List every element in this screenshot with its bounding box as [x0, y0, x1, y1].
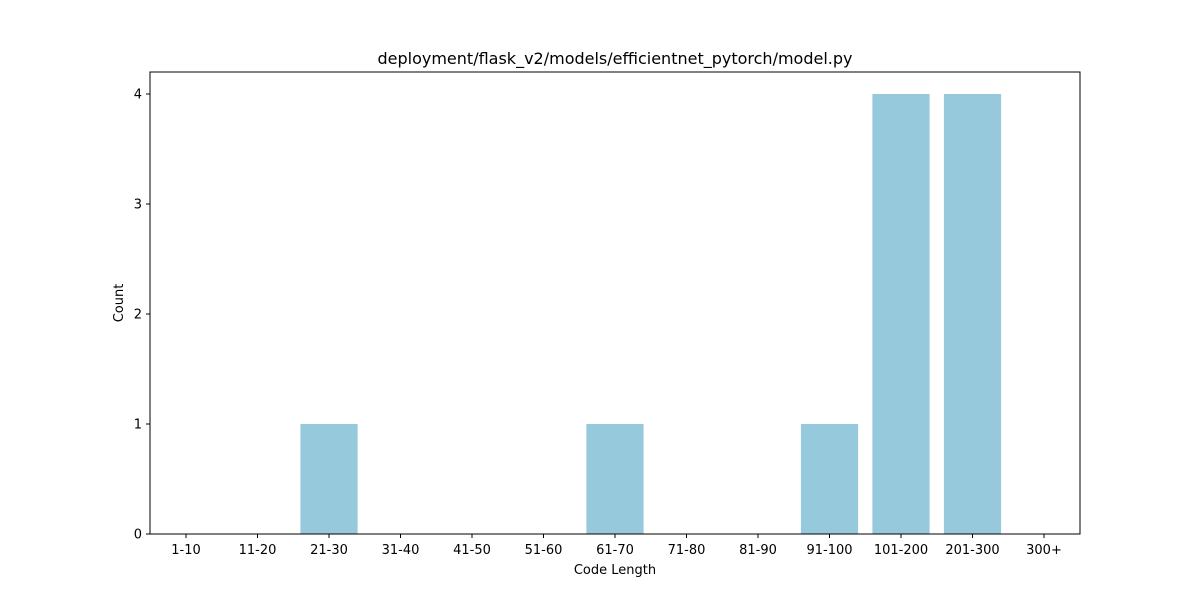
x-tick-label: 1-10: [171, 543, 201, 558]
x-tick-label: 71-80: [668, 543, 706, 558]
y-axis-label: Count: [112, 284, 127, 323]
x-tick-label: 101-200: [874, 543, 928, 558]
y-tick-label: 0: [134, 528, 142, 543]
x-tick-label: 81-90: [739, 543, 777, 558]
bar-201-300: [943, 94, 1002, 534]
x-tick-label: 91-100: [806, 543, 852, 558]
x-axis-label: Code Length: [574, 563, 656, 578]
bar-91-100: [800, 424, 859, 534]
x-tick-label: 21-30: [310, 543, 348, 558]
y-axis-ticks: 0 1 2 3 4: [134, 88, 150, 543]
bar-61-70: [586, 424, 644, 534]
y-tick-label: 3: [134, 198, 142, 213]
bar-101-200: [872, 94, 930, 534]
y-tick-label: 4: [134, 88, 142, 103]
x-tick-label: 31-40: [382, 543, 420, 558]
bars-group: [300, 94, 1002, 534]
bar-21-30: [300, 424, 358, 534]
x-tick-label: 201-300: [945, 543, 999, 558]
x-tick-label: 51-60: [525, 543, 563, 558]
x-tick-label: 300+: [1026, 543, 1062, 558]
x-tick-label: 41-50: [453, 543, 491, 558]
x-tick-label: 61-70: [596, 543, 634, 558]
x-axis-ticks: 1-10 11-20 21-30 31-40 41-50 51-60 61-70 71-80 8…: [171, 534, 1062, 558]
y-tick-label: 1: [134, 418, 142, 433]
y-tick-label: 2: [134, 308, 142, 323]
chart-title: deployment/flask_v2/models/efficientnet_…: [377, 49, 852, 69]
x-tick-label: 11-20: [239, 543, 277, 558]
